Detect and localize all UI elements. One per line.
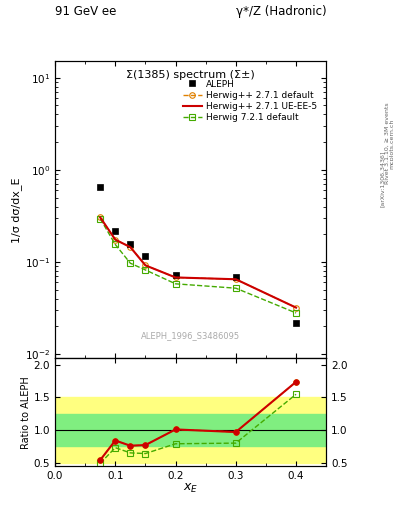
- ALEPH: [98, 184, 103, 190]
- ALEPH: [128, 241, 133, 247]
- Herwig++ 2.7.1 default: [98, 215, 103, 221]
- Line: ALEPH: ALEPH: [97, 184, 299, 326]
- Herwig++ 2.7.1 UE-EE-5: [128, 244, 133, 250]
- Line: Herwig++ 2.7.1 UE-EE-5: Herwig++ 2.7.1 UE-EE-5: [100, 218, 296, 308]
- Text: mcplots.cern.ch: mcplots.cern.ch: [390, 118, 393, 168]
- Herwig++ 2.7.1 default: [128, 244, 133, 250]
- Herwig++ 2.7.1 default: [173, 274, 178, 281]
- Herwig 7.2.1 default: [98, 216, 103, 222]
- Herwig++ 2.7.1 UE-EE-5: [98, 215, 103, 221]
- Herwig 7.2.1 default: [173, 281, 178, 287]
- Herwig++ 2.7.1 default: [143, 262, 148, 268]
- ALEPH: [113, 228, 118, 234]
- Bar: [55, 414, 326, 446]
- Text: γ*/Z (Hadronic): γ*/Z (Hadronic): [235, 5, 326, 18]
- Herwig 7.2.1 default: [233, 285, 238, 291]
- Y-axis label: 1/σ dσ/dx_E: 1/σ dσ/dx_E: [11, 177, 22, 243]
- Herwig 7.2.1 default: [143, 267, 148, 273]
- Herwig++ 2.7.1 default: [113, 237, 118, 243]
- Line: Herwig++ 2.7.1 default: Herwig++ 2.7.1 default: [97, 215, 299, 310]
- ALEPH: [233, 274, 238, 281]
- Herwig++ 2.7.1 UE-EE-5: [143, 262, 148, 268]
- Herwig 7.2.1 default: [128, 260, 133, 266]
- Herwig++ 2.7.1 UE-EE-5: [233, 276, 238, 282]
- Bar: [55, 397, 326, 463]
- Text: ALEPH_1996_S3486095: ALEPH_1996_S3486095: [141, 332, 240, 340]
- ALEPH: [173, 272, 178, 278]
- Herwig 7.2.1 default: [294, 310, 298, 316]
- Herwig++ 2.7.1 UE-EE-5: [294, 305, 298, 311]
- Herwig++ 2.7.1 UE-EE-5: [113, 237, 118, 243]
- Y-axis label: Ratio to ALEPH: Ratio to ALEPH: [21, 376, 31, 449]
- Herwig++ 2.7.1 UE-EE-5: [173, 274, 178, 281]
- X-axis label: $x_E$: $x_E$: [183, 482, 198, 495]
- Text: Σ(1385) spectrum (Σ±): Σ(1385) spectrum (Σ±): [126, 70, 255, 80]
- Legend: ALEPH, Herwig++ 2.7.1 default, Herwig++ 2.7.1 UE-EE-5, Herwig 7.2.1 default: ALEPH, Herwig++ 2.7.1 default, Herwig++ …: [181, 78, 319, 124]
- Text: 91 GeV ee: 91 GeV ee: [55, 5, 116, 18]
- Line: Herwig 7.2.1 default: Herwig 7.2.1 default: [97, 216, 299, 316]
- ALEPH: [294, 319, 298, 326]
- Herwig++ 2.7.1 default: [233, 276, 238, 282]
- Herwig++ 2.7.1 default: [294, 305, 298, 311]
- Text: [arXiv:1306.3436]: [arXiv:1306.3436]: [380, 151, 384, 207]
- ALEPH: [143, 253, 148, 260]
- Herwig 7.2.1 default: [113, 241, 118, 247]
- Text: Rivet 3.1.10, ≥ 3M events: Rivet 3.1.10, ≥ 3M events: [385, 102, 389, 184]
